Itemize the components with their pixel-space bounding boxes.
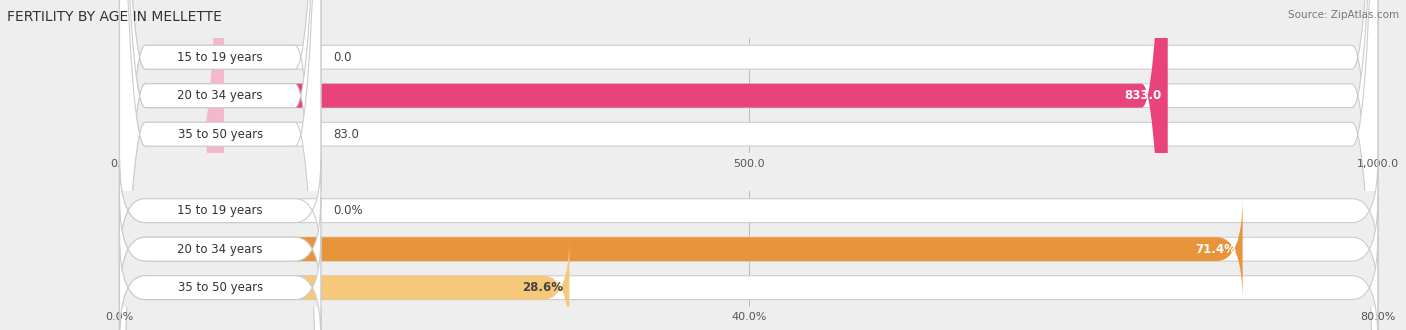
- FancyBboxPatch shape: [120, 236, 321, 330]
- Text: 15 to 19 years: 15 to 19 years: [177, 204, 263, 217]
- FancyBboxPatch shape: [120, 197, 1243, 301]
- FancyBboxPatch shape: [120, 159, 321, 262]
- Text: Source: ZipAtlas.com: Source: ZipAtlas.com: [1288, 10, 1399, 20]
- Text: 83.0: 83.0: [333, 128, 360, 141]
- FancyBboxPatch shape: [120, 236, 569, 330]
- FancyBboxPatch shape: [120, 197, 1378, 301]
- FancyBboxPatch shape: [120, 197, 321, 301]
- Text: FERTILITY BY AGE IN MELLETTE: FERTILITY BY AGE IN MELLETTE: [7, 10, 222, 24]
- Text: 35 to 50 years: 35 to 50 years: [177, 128, 263, 141]
- FancyBboxPatch shape: [120, 0, 1378, 330]
- Text: 28.6%: 28.6%: [522, 281, 562, 294]
- FancyBboxPatch shape: [120, 0, 321, 330]
- Text: 833.0: 833.0: [1125, 89, 1161, 102]
- FancyBboxPatch shape: [120, 159, 1378, 262]
- Text: 0.0%: 0.0%: [333, 204, 363, 217]
- FancyBboxPatch shape: [120, 0, 1378, 330]
- Text: 20 to 34 years: 20 to 34 years: [177, 89, 263, 102]
- Text: 0.0: 0.0: [333, 51, 352, 64]
- FancyBboxPatch shape: [120, 0, 321, 330]
- FancyBboxPatch shape: [120, 0, 224, 330]
- FancyBboxPatch shape: [120, 0, 1378, 330]
- Text: 35 to 50 years: 35 to 50 years: [177, 281, 263, 294]
- FancyBboxPatch shape: [120, 236, 1378, 330]
- FancyBboxPatch shape: [120, 0, 1168, 330]
- Text: 15 to 19 years: 15 to 19 years: [177, 51, 263, 64]
- FancyBboxPatch shape: [120, 0, 321, 330]
- Text: 71.4%: 71.4%: [1195, 243, 1236, 256]
- Text: 20 to 34 years: 20 to 34 years: [177, 243, 263, 256]
